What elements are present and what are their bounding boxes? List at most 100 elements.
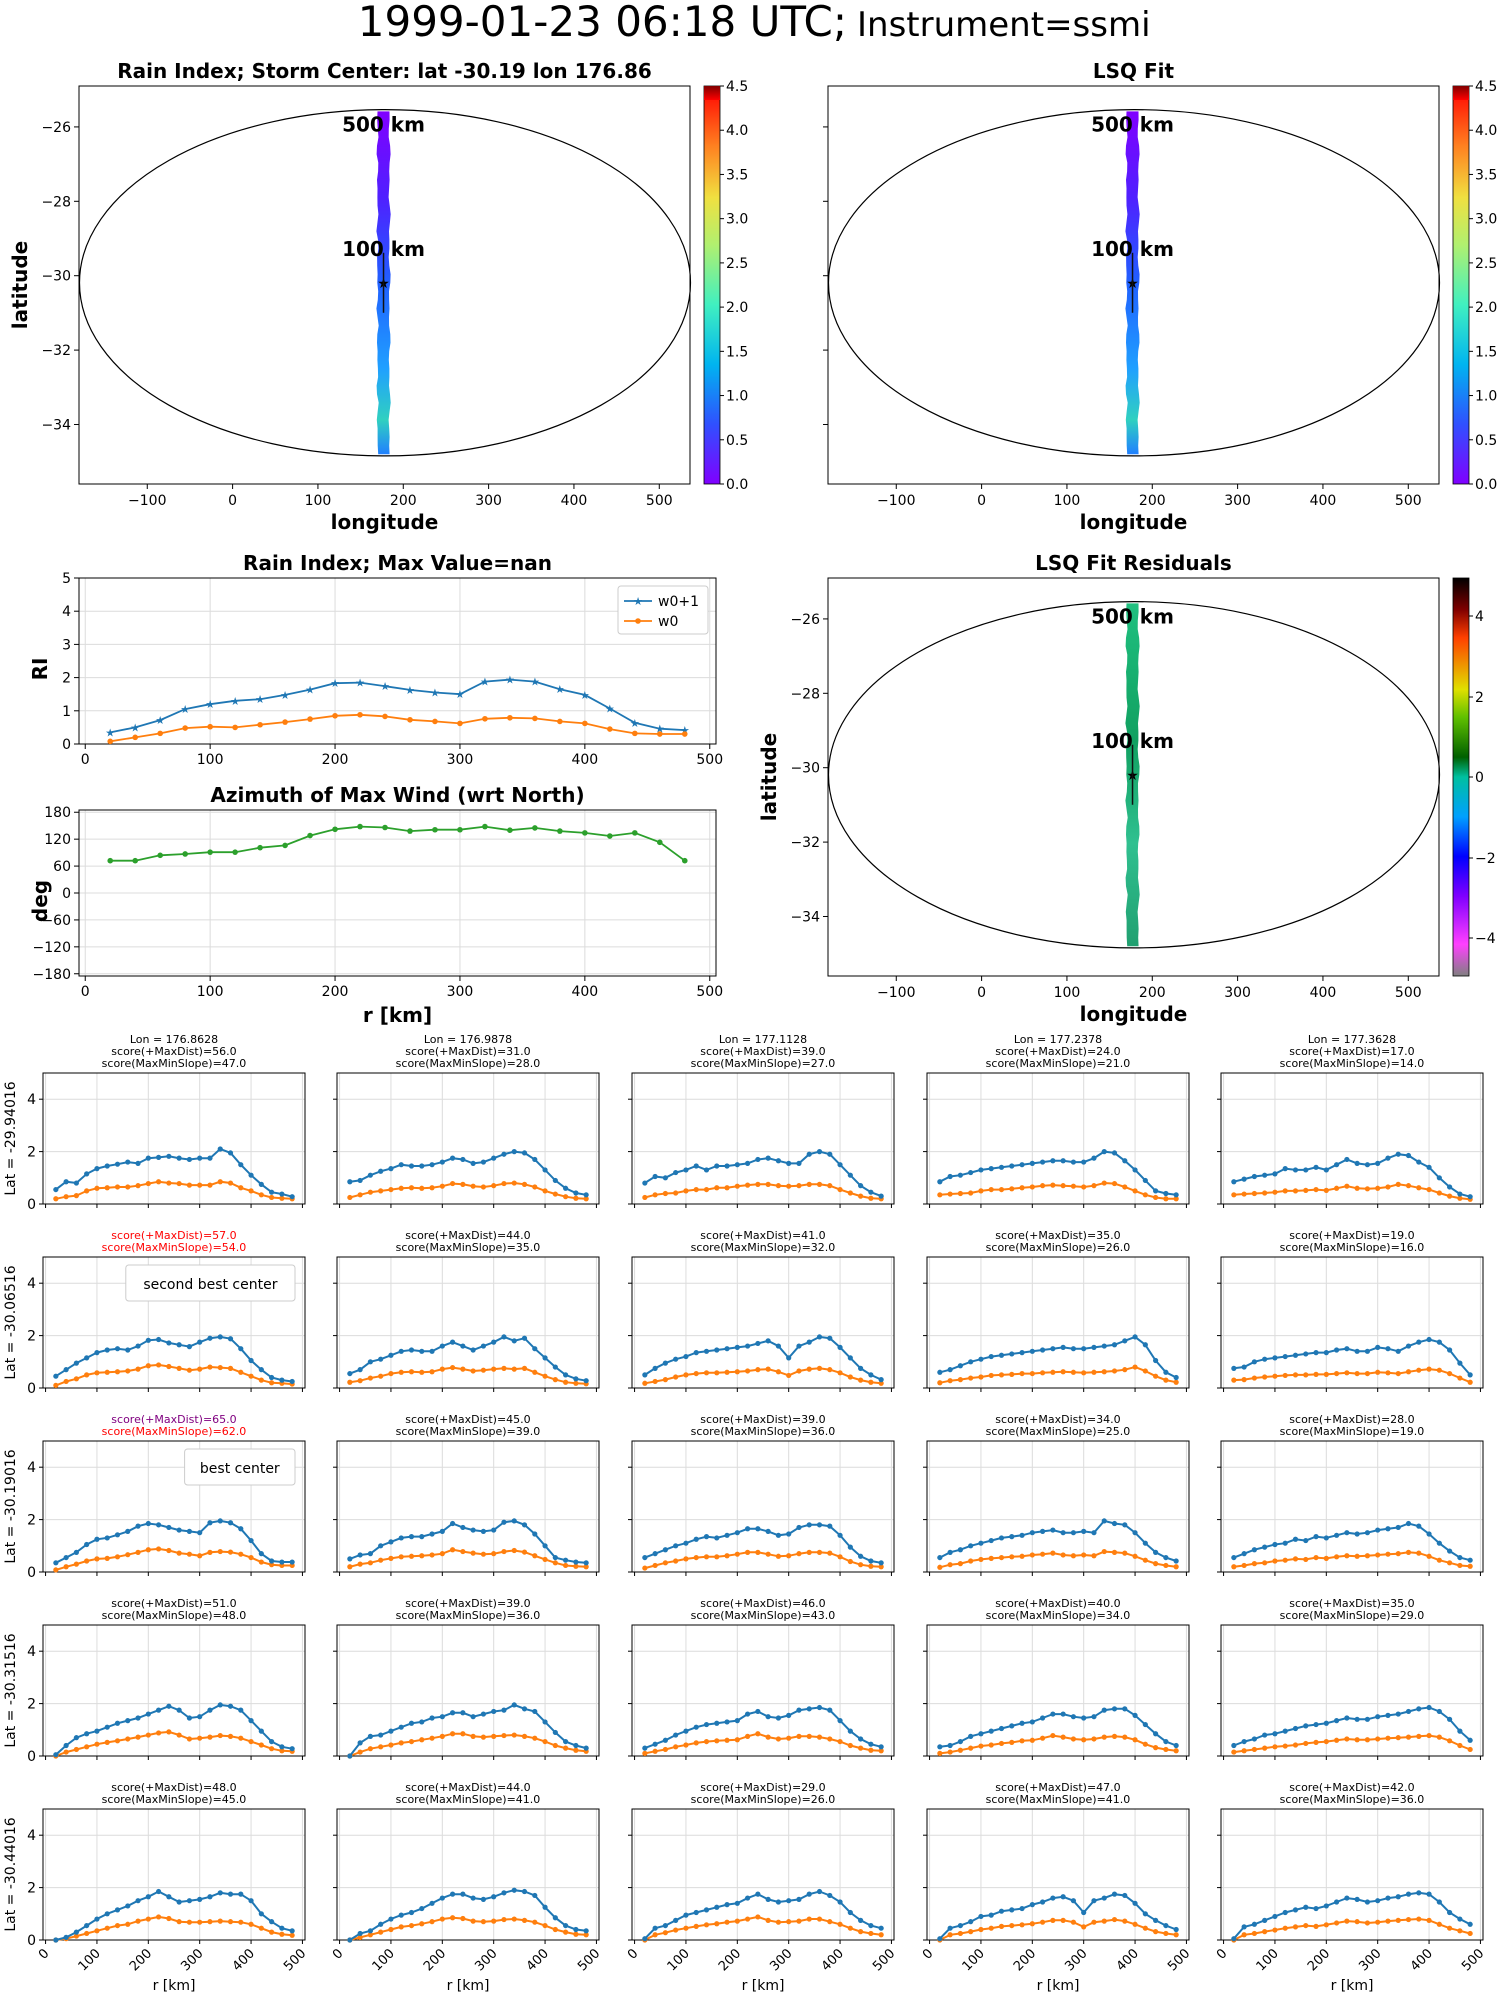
series-line-w0	[55, 1915, 293, 1941]
series-point-w0	[460, 1731, 466, 1737]
series-line-w0+1	[644, 1890, 882, 1940]
series-point-w0+1	[693, 1163, 699, 1169]
series-point-w0	[1447, 1193, 1453, 1199]
series-point	[557, 718, 563, 725]
series-point	[107, 738, 114, 745]
series-point-w0+1	[765, 1338, 771, 1344]
series-point-w0	[521, 1181, 528, 1187]
subplot-score-maxminslope: score(MaxMinSlope)=62.0	[102, 1425, 247, 1438]
series-point-w0+1	[1395, 1348, 1401, 1354]
series-point-w0+1	[552, 1729, 558, 1736]
series-point-w0	[197, 1919, 203, 1925]
series-point-w0+1	[491, 1155, 497, 1161]
series-point-w0+1	[878, 1925, 884, 1931]
series-point-w0	[1241, 1562, 1247, 1569]
series-point-w0	[1153, 1929, 1159, 1935]
series-point-w0	[1303, 1556, 1309, 1563]
series-point-w0+1	[1070, 1159, 1077, 1165]
series-point-w0+1	[1272, 1171, 1278, 1177]
series-point-w0	[1050, 1917, 1056, 1923]
series-line-w0	[939, 1181, 1177, 1200]
series-point-w0+1	[166, 1153, 172, 1159]
series-point-w0	[1313, 1739, 1319, 1745]
series-point-w0+1	[1122, 1158, 1128, 1164]
series-point	[182, 725, 188, 731]
profile-ylabel: deg	[28, 880, 52, 922]
series-point-w0	[197, 1182, 203, 1188]
series-point-w0+1	[388, 1352, 394, 1358]
series-point-w0	[1313, 1186, 1319, 1193]
series-point: ★	[630, 717, 640, 730]
series-point-w0+1	[806, 1151, 812, 1157]
series-point-w0+1	[1163, 1554, 1169, 1561]
series-point-w0+1	[673, 1732, 679, 1738]
series-point-w0	[1060, 1917, 1066, 1923]
series-point-w0+1	[1050, 1895, 1056, 1901]
series-point-w0	[1039, 1919, 1046, 1925]
series-point-w0+1	[1101, 1895, 1107, 1901]
series-point-w0+1	[703, 1721, 710, 1728]
series-point-w0+1	[238, 1346, 244, 1352]
series-point: ★	[530, 676, 540, 689]
series-point-w0	[662, 1560, 668, 1566]
series-point-w0+1	[947, 1925, 953, 1931]
series-point-w0	[1101, 1180, 1107, 1186]
colorbar-tick-label: 4.0	[1475, 123, 1497, 139]
series-point-w0+1	[1416, 1339, 1422, 1345]
series-point-w0	[357, 1192, 363, 1198]
colorbar-tick-label: 2.0	[1475, 300, 1497, 316]
series-point-w0	[827, 1919, 833, 1925]
series-point	[157, 730, 163, 737]
series-point-w0	[501, 1916, 507, 1923]
series-point-w0+1	[734, 1530, 740, 1536]
series-point-w0	[1395, 1181, 1401, 1187]
series-point-w0	[1153, 1373, 1159, 1379]
series-point-w0+1	[827, 1151, 833, 1157]
series-point-w0+1	[542, 1355, 548, 1361]
subplot-score-maxdist: score(+MaxDist)=35.0	[1289, 1597, 1414, 1610]
series-line-w0	[644, 1732, 882, 1755]
subplot-r0-c3: score(MaxMinSlope)=21.0score(+MaxDist)=2…	[923, 1033, 1190, 1208]
subplot-r0-c2: score(MaxMinSlope)=27.0score(+MaxDist)=3…	[628, 1033, 895, 1208]
series-point-w0	[398, 1740, 404, 1746]
series-point-w0	[269, 1562, 275, 1568]
series-point-w0+1	[998, 1535, 1005, 1541]
series-point-w0+1	[1039, 1715, 1046, 1721]
subplot-score-maxdist: score(+MaxDist)=17.0	[1289, 1045, 1414, 1058]
series-point-w0+1	[1142, 1540, 1148, 1546]
series-point-w0+1	[1344, 1715, 1350, 1721]
x-tick-label: 100	[1254, 1946, 1282, 1974]
series-point-w0	[765, 1917, 771, 1923]
series-point-w0	[125, 1368, 131, 1374]
series-point-w0+1	[1405, 1343, 1412, 1349]
series-point-w0	[1009, 1922, 1015, 1929]
series-point-w0	[166, 1180, 172, 1186]
series-point-w0	[1163, 1746, 1169, 1753]
series-point-w0	[84, 1744, 90, 1750]
series-point-w0	[279, 1931, 285, 1937]
series-point-w0	[491, 1551, 497, 1557]
y-tick-label: 180	[44, 805, 71, 821]
series-point: ★	[355, 677, 365, 690]
x-tick-label: 100	[197, 752, 224, 768]
series-point-w0+1	[775, 1158, 782, 1164]
series-point-w0	[470, 1918, 476, 1924]
series-point	[157, 852, 163, 859]
series-point-w0	[1081, 1370, 1087, 1376]
series-point-w0+1	[1122, 1338, 1128, 1344]
series-line-w0	[55, 1730, 293, 1757]
series-point-w0	[1163, 1377, 1169, 1383]
series-point-w0+1	[501, 1519, 507, 1525]
series-point-w0+1	[227, 1520, 234, 1526]
series-point-w0+1	[1039, 1347, 1046, 1353]
series-line-w0	[55, 1547, 293, 1571]
series-point-w0+1	[816, 1149, 823, 1155]
series-point-w0	[398, 1185, 404, 1191]
series-point-w0+1	[552, 1177, 558, 1184]
series-point-w0+1	[1416, 1706, 1422, 1712]
series-point-w0	[827, 1550, 833, 1556]
series-point-w0+1	[429, 1348, 435, 1354]
series-point-w0+1	[114, 1720, 121, 1726]
series-point-w0+1	[1101, 1518, 1107, 1524]
series-line-w0	[939, 1365, 1177, 1384]
